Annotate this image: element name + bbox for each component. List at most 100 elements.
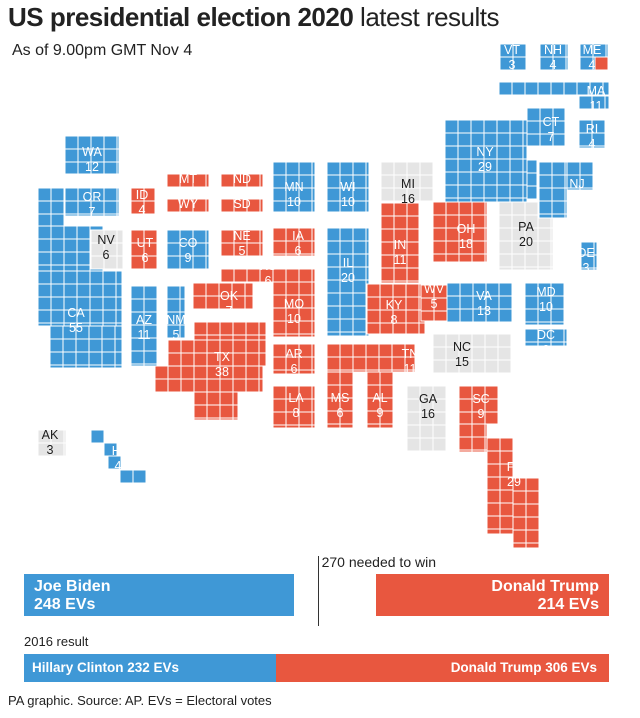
state-cell <box>49 351 64 366</box>
state-cell <box>90 429 105 444</box>
state-label-al: AL 9 <box>358 391 402 421</box>
state-cell <box>471 423 486 438</box>
state-cell <box>50 238 65 253</box>
state-cell <box>566 161 581 176</box>
state-cell <box>565 56 569 71</box>
state-cell <box>298 424 313 429</box>
state-ok <box>192 282 254 310</box>
state-cell <box>551 161 566 176</box>
state-cell <box>420 310 435 322</box>
state-cell <box>285 424 300 429</box>
state-cell <box>206 378 221 393</box>
state-ev: 10 <box>341 195 355 209</box>
state-cell <box>497 346 512 361</box>
state-me <box>579 43 609 71</box>
state-cell <box>326 305 341 320</box>
state-ia <box>272 227 316 257</box>
state-cell <box>311 161 316 176</box>
state-ev: 4 <box>114 459 122 473</box>
state-cell <box>50 283 65 298</box>
state-cell <box>470 197 485 203</box>
state-cell <box>116 200 120 215</box>
state-cell <box>311 424 316 429</box>
state-cell <box>101 364 116 369</box>
state-cell <box>311 200 316 213</box>
state-cell <box>88 338 103 353</box>
state-label-ri: RI 4 <box>570 122 614 152</box>
bar-trump-2016: Donald Trump 306 EVs <box>276 654 609 682</box>
state-cell <box>496 197 511 203</box>
state-label-tn: TN 11 <box>388 347 432 377</box>
state-cell <box>458 449 473 453</box>
state-cell <box>352 369 367 373</box>
state-label-il: IL 20 <box>326 256 370 286</box>
state-mt <box>166 173 210 188</box>
state-cell <box>593 267 598 271</box>
state-ev: 3 <box>508 58 516 72</box>
state-label-wi: WI 10 <box>326 180 370 210</box>
state-cell <box>220 268 235 283</box>
state-ev: 3 <box>238 212 246 226</box>
state-cell <box>538 161 553 176</box>
state-cell <box>352 356 367 371</box>
state-al <box>366 371 394 429</box>
state-ev: 3 <box>582 261 590 275</box>
state-cell <box>419 161 434 176</box>
state-cell <box>563 341 568 347</box>
state-ar <box>272 343 316 375</box>
state-cell <box>50 225 65 240</box>
state-cell <box>76 264 91 272</box>
state-cell <box>116 187 120 202</box>
state-cell <box>483 184 498 199</box>
state-cell <box>365 343 380 358</box>
state-mn <box>272 161 316 213</box>
state-label-de: DE 3 <box>564 246 608 276</box>
state-cell <box>37 322 52 327</box>
state-cell <box>458 201 473 216</box>
state-cell <box>37 270 52 285</box>
state-cell <box>245 378 260 393</box>
state-ev: 4 <box>138 203 146 217</box>
state-cell <box>512 503 527 518</box>
state-cell <box>326 423 341 429</box>
state-code: NC <box>452 340 472 354</box>
state-cell <box>37 238 52 253</box>
state-ev: 6 <box>290 362 298 376</box>
state-cell <box>89 283 104 298</box>
state-cell <box>206 417 221 421</box>
state-cell <box>311 281 316 296</box>
state-cell <box>445 253 460 263</box>
state-cell <box>496 119 511 134</box>
state-cell <box>550 321 565 326</box>
state-label-mn: MN 10 <box>272 180 316 210</box>
state-label-md: MD 10 <box>524 285 568 315</box>
state-cell <box>419 437 434 452</box>
state-sd <box>220 198 264 213</box>
trump16-text: Donald Trump 306 EVs <box>450 660 597 675</box>
state-cell <box>551 213 566 219</box>
state-cell <box>352 331 367 337</box>
state-code: MS <box>330 391 350 405</box>
state-cell <box>457 119 472 134</box>
state-cell <box>143 255 158 270</box>
state-ev: 4 <box>549 58 557 72</box>
state-cell <box>88 364 103 369</box>
state-cell <box>130 298 145 313</box>
state-label-ne: NE 5 <box>220 229 264 259</box>
title-bold: US presidential election 2020 <box>8 2 354 32</box>
state-or <box>64 187 120 217</box>
state-cell <box>393 267 408 282</box>
state-cell <box>602 81 610 96</box>
state-ev: 7 <box>225 304 233 318</box>
state-cell <box>114 338 123 353</box>
state-cell <box>537 253 552 268</box>
state-dc <box>524 328 568 347</box>
state-cell <box>63 442 67 457</box>
state-cell <box>114 364 123 369</box>
state-pa <box>498 201 554 271</box>
state-cell <box>511 253 526 268</box>
state-cell <box>143 350 158 365</box>
state-cell <box>352 292 367 307</box>
state-cell <box>76 283 91 298</box>
state-cell <box>522 145 528 160</box>
